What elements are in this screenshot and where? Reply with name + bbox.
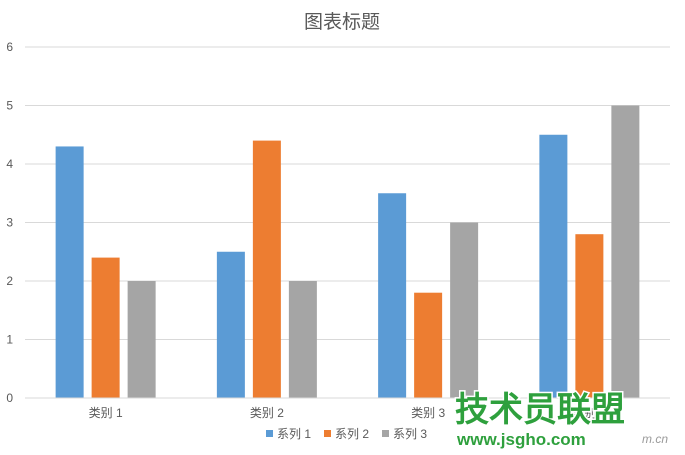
bar <box>575 234 604 398</box>
bar <box>55 146 84 398</box>
gridlines <box>25 46 670 340</box>
legend-label: 系列 3 <box>393 427 427 441</box>
x-category-label: 类别 3 <box>411 406 445 420</box>
bar <box>611 105 640 398</box>
legend-swatch <box>382 430 389 437</box>
legend-label: 系列 2 <box>335 427 369 441</box>
watermark-url: www.jsgho.com <box>456 430 586 449</box>
y-axis-ticks: 0 1 2 3 4 5 6 <box>6 40 13 405</box>
bar <box>252 140 281 398</box>
y-tick-label: 0 <box>6 391 13 405</box>
bar <box>539 134 568 398</box>
watermark-suffix: m.cn <box>642 432 668 446</box>
bar <box>91 257 120 398</box>
chart-title: 图表标题 <box>304 11 380 33</box>
legend-label: 系列 1 <box>277 427 311 441</box>
x-category-label: 类别 4 <box>572 406 606 420</box>
watermark-brand: 技术员联盟 <box>455 391 625 429</box>
bar <box>288 281 317 398</box>
bar <box>127 281 156 398</box>
legend-swatch <box>266 430 273 437</box>
x-axis-categories: 类别 1 类别 2 类别 3 类别 4 <box>89 406 607 420</box>
y-tick-label: 3 <box>6 216 13 230</box>
y-tick-label: 1 <box>6 333 13 347</box>
bar <box>378 193 407 398</box>
y-tick-label: 5 <box>6 99 13 113</box>
y-tick-label: 6 <box>6 40 13 54</box>
legend: 系列 1 系列 2 系列 3 <box>266 427 427 441</box>
y-tick-label: 2 <box>6 274 13 288</box>
bar <box>450 222 479 398</box>
x-category-label: 类别 1 <box>89 406 123 420</box>
x-category-label: 类别 2 <box>250 406 284 420</box>
watermark: 技术员联盟 www.jsgho.com m.cn <box>454 390 669 450</box>
legend-swatch <box>324 430 331 437</box>
bar <box>216 251 245 398</box>
bars <box>55 105 640 398</box>
bar <box>414 292 443 398</box>
y-tick-label: 4 <box>6 157 13 171</box>
